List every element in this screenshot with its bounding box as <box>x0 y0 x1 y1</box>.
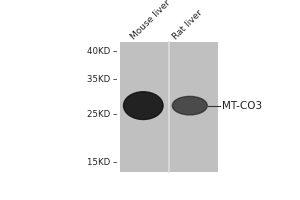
Ellipse shape <box>124 92 163 119</box>
Text: 25KD –: 25KD – <box>87 110 118 119</box>
Bar <box>120 42 169 172</box>
Ellipse shape <box>172 96 207 115</box>
Text: MT-CO3: MT-CO3 <box>222 101 262 111</box>
Text: 35KD –: 35KD – <box>87 75 118 84</box>
Text: 15KD –: 15KD – <box>87 158 118 167</box>
Text: Mouse liver: Mouse liver <box>129 0 172 42</box>
Bar <box>169 42 218 172</box>
Text: 40KD –: 40KD – <box>87 47 118 56</box>
Text: Rat liver: Rat liver <box>171 8 204 42</box>
